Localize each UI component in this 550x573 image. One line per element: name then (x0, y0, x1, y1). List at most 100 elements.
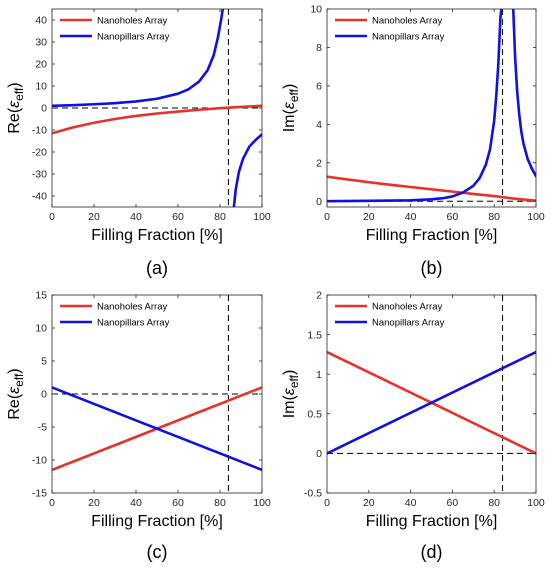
y-tick-label: 5 (41, 356, 47, 368)
series-line-nanopillars-array (52, 9, 225, 108)
x-tick-label: 0 (324, 497, 330, 509)
x-tick-label: 40 (405, 211, 417, 223)
y-axis-label-close: ) (281, 370, 298, 375)
y-tick-label: -0.5 (304, 488, 322, 500)
x-tick-label: 80 (214, 497, 226, 509)
series-group (327, 9, 536, 203)
series-line-nanoholes-array (327, 175, 536, 202)
y-axis-label-symbol: ε (6, 386, 23, 394)
y-axis-label: Im(εeff) (281, 84, 301, 133)
y-tick-label: -15 (32, 488, 47, 500)
x-tick-label: 0 (324, 211, 330, 223)
y-tick-label: 15 (35, 290, 47, 302)
y-axis-label-close: ) (6, 368, 23, 373)
y-tick-label: 4 (316, 119, 322, 131)
x-tick-label: 80 (488, 211, 500, 223)
y-axis-label-symbol: ε (281, 101, 298, 109)
chart-panel: 0 20 40 60 80 100 -40 -30 -20 -10 0 10 20 30 40 Filling… (6, 8, 271, 278)
legend-label: Nanopillars Array (372, 318, 445, 329)
y-tick-label: -5 (38, 422, 47, 434)
series-line-nanopillars-array (327, 9, 536, 203)
y-axis-label-main: Im( (281, 109, 298, 133)
y-axis-label-close: ) (6, 82, 23, 87)
x-tick-label: 40 (405, 497, 417, 509)
series-group (52, 9, 262, 207)
x-tick-label: 100 (527, 211, 545, 223)
x-tick-label: 20 (88, 497, 100, 509)
y-axis-label-symbol: ε (6, 100, 23, 108)
series-line-nanoholes-array (52, 104, 262, 135)
x-tick-label: 60 (172, 497, 184, 509)
x-axis-label: Filling Fraction [%] (366, 227, 498, 244)
y-axis-label-main: Re( (6, 107, 23, 133)
y-tick-label: 0 (41, 103, 47, 115)
x-tick-label: 60 (172, 211, 184, 223)
legend-label: Nanopillars Array (372, 32, 445, 43)
series-group (327, 350, 536, 455)
y-axis-label-symbol: ε (281, 387, 298, 395)
x-tick-label: 20 (363, 211, 375, 223)
legend-label: Nanoholes Array (372, 302, 442, 313)
y-tick-label: 6 (316, 81, 322, 93)
series-line-nanopillars-array (327, 350, 536, 455)
y-axis-label-subscript: eff (12, 87, 26, 101)
axes-frame (326, 294, 537, 494)
x-tick-label: 0 (49, 497, 55, 509)
x-tick-label: 20 (88, 211, 100, 223)
y-tick-label: 2 (316, 157, 322, 169)
x-tick-label: 60 (447, 211, 459, 223)
series-group (52, 386, 262, 472)
x-axis-label: Filling Fraction [%] (91, 513, 223, 530)
y-tick-label: 0.5 (307, 409, 322, 421)
y-axis-label-main: Re( (6, 393, 23, 419)
y-tick-label: 10 (35, 81, 47, 93)
x-tick-label: 100 (253, 211, 271, 223)
y-tick-label: -10 (32, 455, 47, 467)
y-tick-label: 20 (35, 59, 47, 71)
y-axis-label: Re(εeff) (6, 368, 26, 419)
x-axis-label: Filling Fraction [%] (91, 227, 223, 244)
y-axis-label: Im(εeff) (281, 370, 301, 419)
y-tick-label: 1 (316, 369, 322, 381)
x-tick-label: 0 (49, 211, 55, 223)
x-tick-label: 40 (130, 497, 142, 509)
y-tick-label: 10 (35, 323, 47, 335)
x-tick-label: 80 (214, 211, 226, 223)
chart-panel: 0 20 40 60 80 100 0 2 4 6 8 10 Filling Fraction [%] I… (281, 4, 545, 278)
panel-label: (a) (146, 258, 168, 278)
y-tick-label: 10 (310, 4, 322, 16)
y-tick-label: 30 (35, 37, 47, 49)
x-tick-label: 100 (527, 497, 545, 509)
y-tick-label: 2 (316, 290, 322, 302)
x-tick-label: 40 (130, 211, 142, 223)
legend-label: Nanopillars Array (97, 318, 170, 329)
y-axis-label-subscript: eff (287, 374, 301, 388)
y-tick-label: -20 (32, 147, 47, 159)
y-tick-label: -10 (32, 125, 47, 137)
x-axis-label: Filling Fraction [%] (366, 513, 498, 530)
y-tick-label: 0 (41, 389, 47, 401)
plot-area (327, 9, 536, 207)
y-tick-label: 0 (316, 448, 322, 460)
y-tick-label: 40 (35, 15, 47, 27)
y-axis-label-subscript: eff (12, 373, 26, 387)
y-axis-label: Re(εeff) (6, 82, 26, 133)
panel-label: (c) (147, 542, 168, 562)
y-axis-label-subscript: eff (287, 88, 301, 102)
y-tick-label: 1.5 (307, 329, 322, 341)
legend-label: Nanoholes Array (97, 302, 167, 313)
legend-label: Nanoholes Array (97, 16, 167, 27)
legend-label: Nanopillars Array (97, 32, 170, 43)
y-tick-label: 0 (316, 196, 322, 208)
y-tick-label: -40 (32, 191, 47, 203)
legend-label: Nanoholes Array (372, 16, 442, 27)
x-tick-label: 100 (253, 497, 271, 509)
series-line-nanopillars-array (52, 386, 262, 472)
series-line-nanopillars-array (232, 133, 262, 207)
panel-label: (d) (421, 542, 443, 562)
y-tick-label: -30 (32, 169, 47, 181)
plot-area (327, 295, 536, 493)
x-tick-label: 80 (488, 497, 500, 509)
